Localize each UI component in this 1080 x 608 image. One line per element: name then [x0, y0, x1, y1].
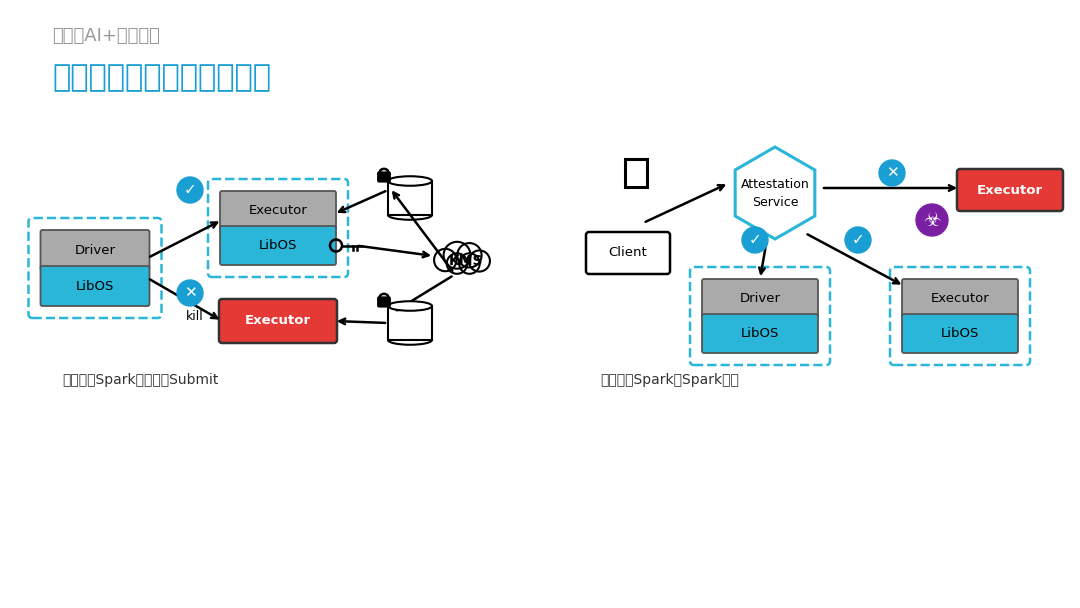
Text: ✓: ✓ — [748, 232, 761, 247]
FancyBboxPatch shape — [586, 232, 670, 274]
Circle shape — [469, 250, 490, 272]
FancyBboxPatch shape — [702, 279, 818, 318]
Text: LibOS: LibOS — [259, 239, 297, 252]
Text: ✕: ✕ — [886, 165, 899, 180]
Circle shape — [434, 249, 457, 271]
FancyBboxPatch shape — [702, 314, 818, 353]
Text: Executor: Executor — [977, 184, 1043, 196]
Polygon shape — [735, 147, 814, 239]
Text: LibOS: LibOS — [741, 327, 779, 340]
Circle shape — [916, 204, 948, 236]
FancyBboxPatch shape — [220, 226, 336, 265]
Circle shape — [459, 254, 480, 274]
Text: kill: kill — [186, 309, 204, 322]
Text: ✕: ✕ — [184, 285, 197, 300]
Circle shape — [742, 227, 768, 253]
Text: Attestation: Attestation — [741, 178, 809, 190]
Text: LibOS: LibOS — [76, 280, 114, 292]
Text: Client: Client — [609, 246, 647, 260]
FancyBboxPatch shape — [378, 297, 390, 306]
Text: LibOS: LibOS — [941, 327, 980, 340]
Circle shape — [879, 160, 905, 186]
Circle shape — [177, 280, 203, 306]
FancyBboxPatch shape — [902, 279, 1018, 318]
Circle shape — [845, 227, 870, 253]
Text: Executor: Executor — [931, 292, 989, 305]
Ellipse shape — [388, 176, 432, 186]
FancyBboxPatch shape — [219, 299, 337, 343]
Circle shape — [177, 177, 203, 203]
Bar — [625, 159, 647, 187]
FancyBboxPatch shape — [41, 230, 149, 270]
FancyBboxPatch shape — [41, 266, 149, 306]
Circle shape — [447, 254, 468, 274]
Text: Driver: Driver — [740, 292, 781, 305]
Text: Driver: Driver — [75, 243, 116, 257]
Text: 无需修改Spark和Spark应用: 无需修改Spark和Spark应用 — [600, 373, 739, 387]
FancyBboxPatch shape — [378, 173, 390, 182]
Text: 需要修改Spark的注册和Submit: 需要修改Spark的注册和Submit — [62, 373, 218, 387]
Text: ✓: ✓ — [852, 232, 864, 247]
Text: 远程证明保证应用的完整性: 远程证明保证应用的完整性 — [52, 63, 271, 92]
Ellipse shape — [388, 301, 432, 311]
FancyBboxPatch shape — [957, 169, 1063, 211]
FancyBboxPatch shape — [220, 191, 336, 230]
Bar — [388, 181, 432, 215]
Text: Service: Service — [752, 196, 798, 209]
Text: Executor: Executor — [245, 314, 311, 328]
Text: Executor: Executor — [248, 204, 308, 217]
Text: ✓: ✓ — [184, 182, 197, 198]
Bar — [388, 306, 432, 340]
Text: KMS: KMS — [449, 254, 483, 268]
FancyBboxPatch shape — [902, 314, 1018, 353]
Circle shape — [457, 243, 482, 268]
Text: ☣: ☣ — [923, 210, 941, 229]
Circle shape — [444, 242, 471, 269]
Text: 大数据AI+隐私计算: 大数据AI+隐私计算 — [52, 27, 160, 45]
